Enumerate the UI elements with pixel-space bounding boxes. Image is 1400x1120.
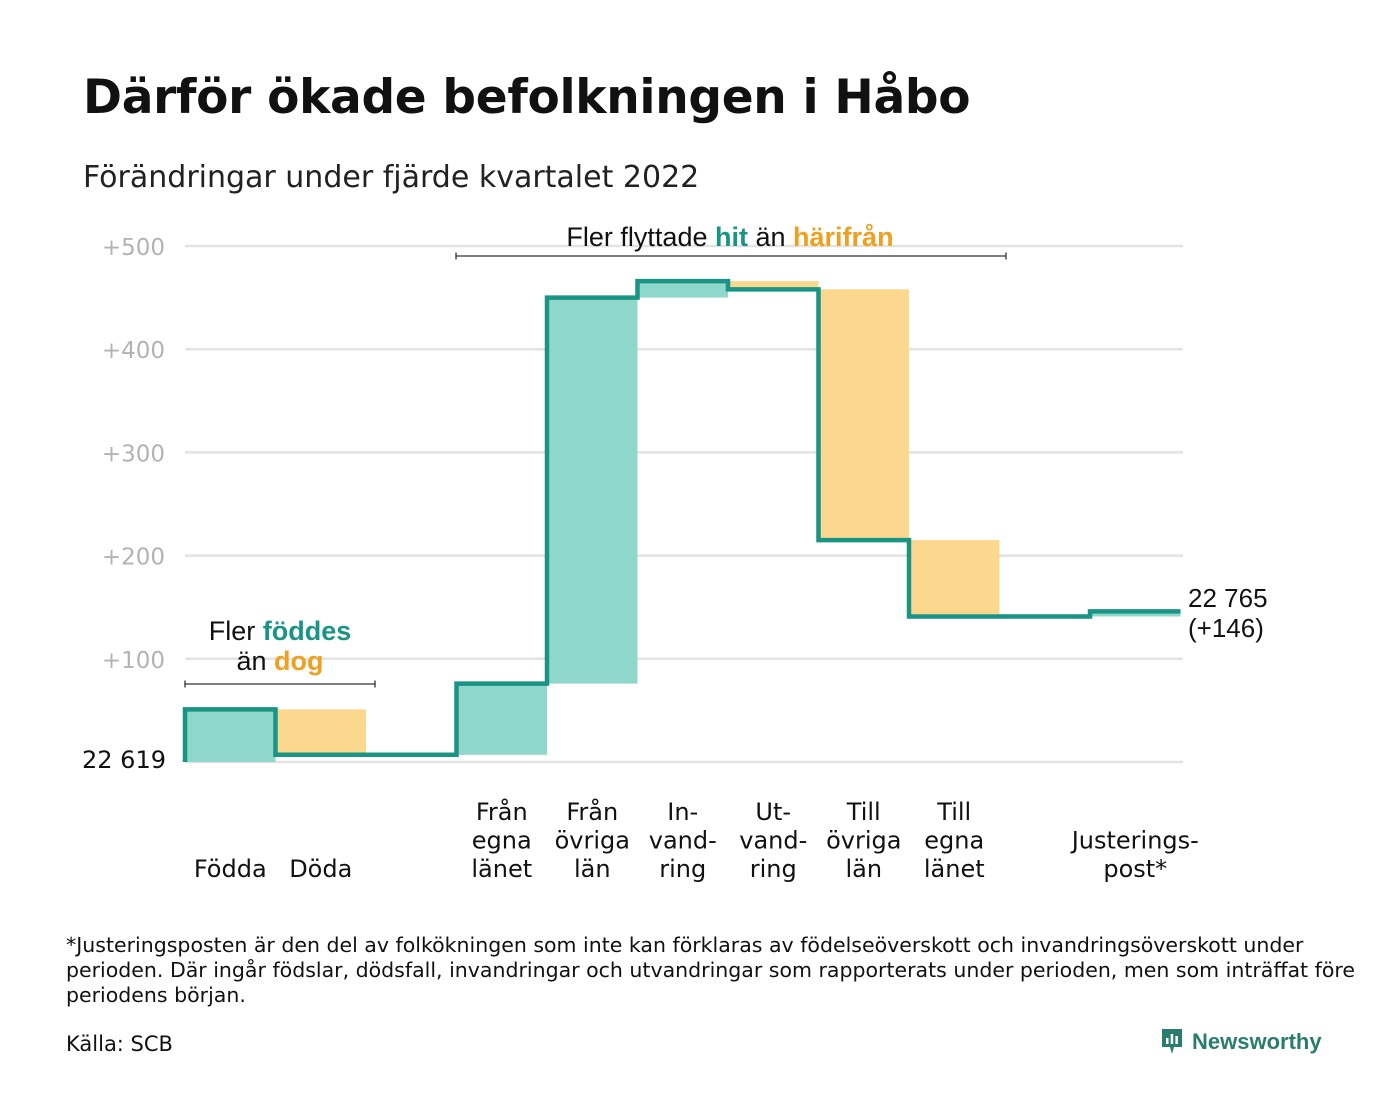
category-label: Födda bbox=[194, 855, 267, 883]
y-tick-label: +400 bbox=[102, 338, 165, 364]
category-label: post* bbox=[1103, 855, 1167, 883]
waterfall-bar bbox=[818, 289, 909, 541]
category-label: Från bbox=[566, 797, 618, 826]
waterfall-bar bbox=[547, 297, 638, 684]
waterfall-bar bbox=[728, 281, 819, 290]
category-label: egna bbox=[472, 827, 532, 855]
migration-annotation-segment: Fler flyttade bbox=[566, 222, 715, 252]
births-annotation-line2-segment: dog bbox=[274, 646, 323, 676]
migration-annotation-segment: än bbox=[748, 222, 793, 252]
migration-annotation: Fler flyttade hit än härifrån bbox=[566, 222, 893, 252]
y-tick-label: +500 bbox=[102, 235, 165, 261]
end-value-label: (+146) bbox=[1188, 613, 1264, 643]
y-tick-label: +100 bbox=[102, 648, 165, 674]
category-label: vand- bbox=[739, 827, 807, 855]
migration-annotation-segment: härifrån bbox=[793, 222, 894, 252]
y-tick-label: +300 bbox=[102, 441, 165, 467]
category-label: ring bbox=[659, 855, 706, 883]
category-label: ring bbox=[750, 855, 797, 883]
brand-logo: Newsworthy bbox=[1160, 1027, 1322, 1057]
category-label: Till bbox=[936, 798, 971, 826]
births-annotation-line1: Fler föddes bbox=[209, 616, 352, 646]
category-label: Till bbox=[846, 798, 881, 826]
grid-layer bbox=[185, 244, 1183, 764]
footnote: *Justeringsposten är den del av folkökni… bbox=[66, 933, 1355, 1007]
newsworthy-logo-icon bbox=[1162, 1029, 1182, 1054]
waterfall-bar bbox=[185, 709, 276, 762]
brand-name: Newsworthy bbox=[1192, 1029, 1322, 1054]
chart-subtitle: Förändringar under fjärde kvartalet 2022 bbox=[83, 160, 700, 195]
waterfall-bar bbox=[637, 281, 728, 298]
category-label: län bbox=[574, 855, 611, 883]
category-label: övriga bbox=[826, 827, 901, 855]
cumulative-step-line bbox=[182, 278, 1181, 762]
category-label: In- bbox=[667, 798, 698, 826]
category-label: Från bbox=[476, 797, 528, 826]
waterfall-bar bbox=[275, 709, 366, 755]
category-label: egna bbox=[924, 827, 984, 855]
end-value-label: 22 765 bbox=[1188, 583, 1268, 613]
category-label: Justerings- bbox=[1070, 827, 1199, 855]
category-label: län bbox=[845, 855, 882, 883]
births-annotation-line2: än dog bbox=[236, 646, 323, 676]
migration-annotation-segment: hit bbox=[715, 222, 748, 252]
category-label: Döda bbox=[289, 855, 352, 883]
births-annotation-line2-segment: än bbox=[236, 646, 274, 676]
category-label: Ut- bbox=[755, 798, 791, 826]
waterfall-bar bbox=[1090, 611, 1181, 617]
start-value-label: 22 619 bbox=[82, 746, 166, 774]
births-annotation-line1-segment: föddes bbox=[263, 616, 352, 646]
source-label: Källa: SCB bbox=[66, 1032, 173, 1056]
step-line-layer bbox=[182, 278, 1181, 762]
category-label: länet bbox=[471, 855, 532, 883]
waterfall-bar bbox=[909, 540, 1000, 617]
births-annotation-line1-segment: Fler bbox=[209, 616, 263, 646]
y-tick-label: +200 bbox=[102, 545, 165, 571]
category-label: vand- bbox=[649, 827, 717, 855]
category-label: länet bbox=[924, 855, 985, 883]
bar-layer bbox=[185, 281, 1181, 762]
chart-title: Därför ökade befolkningen i Håbo bbox=[83, 70, 971, 125]
category-label: övriga bbox=[555, 827, 630, 855]
waterfall-bar bbox=[456, 683, 547, 755]
